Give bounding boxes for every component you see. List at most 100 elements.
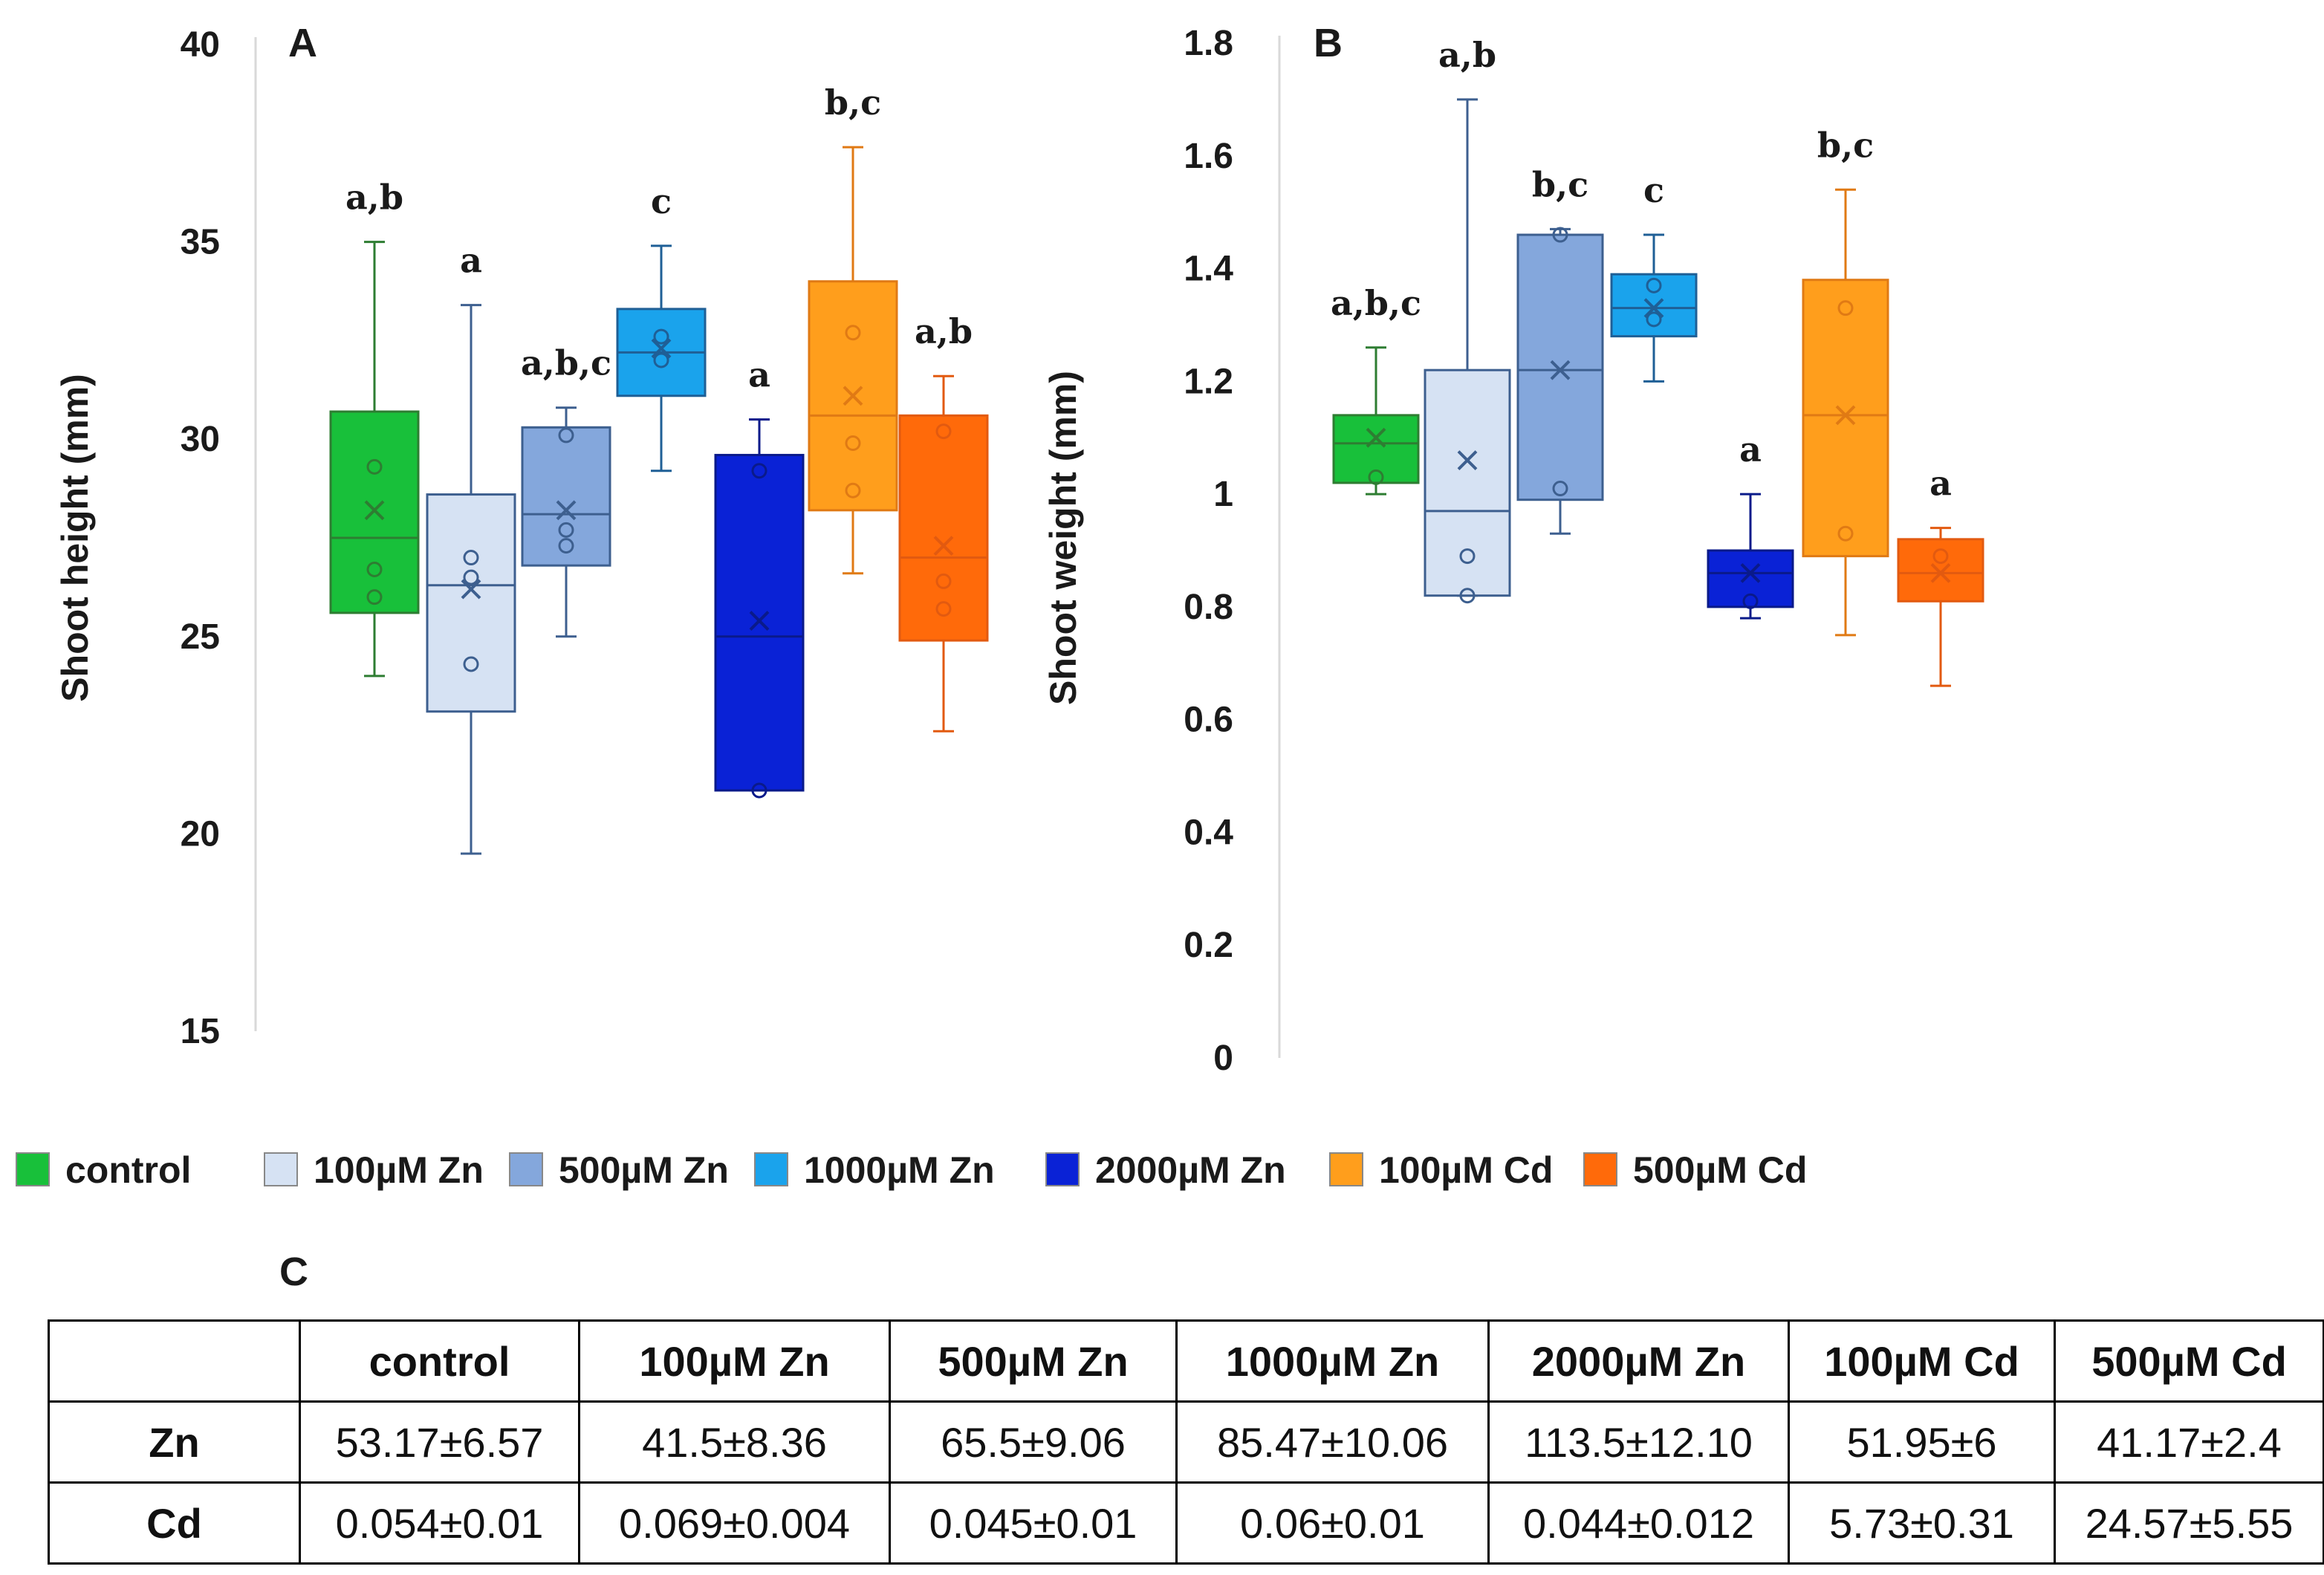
mean-marker: [364, 500, 385, 521]
legend-label: 100µM Cd: [1379, 1149, 1553, 1191]
box-iqr: [426, 493, 516, 713]
mean-marker: [1930, 562, 1951, 583]
box-500-m-cd: a: [1897, 464, 1984, 687]
data-point: [653, 328, 669, 345]
box-iqr: [898, 414, 989, 642]
y-tick-label: 1: [1213, 475, 1233, 514]
data-point: [1932, 548, 1949, 565]
data-point: [845, 435, 861, 452]
box-2000-m-zn: a: [1707, 429, 1794, 620]
mean-marker: [843, 386, 863, 406]
mean-marker: [651, 338, 672, 359]
significance-label: a,b: [915, 311, 973, 351]
box-iqr: [1802, 279, 1889, 558]
table-header-cell: 100µM Cd: [1788, 1319, 2056, 1403]
box-500-m-zn: b,c: [1516, 164, 1604, 535]
y-tick-label: 40: [181, 25, 220, 65]
table-cell: 0.069±0.004: [578, 1481, 891, 1565]
mean-marker: [461, 579, 481, 600]
y-tick-label: 20: [181, 814, 220, 854]
mean-marker: [556, 500, 577, 521]
significance-label: a: [1739, 429, 1762, 470]
table-row: Cd 0.054±0.01 0.069±0.004 0.045±0.01 0.0…: [48, 1481, 2324, 1565]
table-row-label: Zn: [48, 1400, 301, 1484]
data-point: [935, 573, 952, 589]
legend-label: 500µM Cd: [1633, 1149, 1807, 1191]
table-cell: 113.5±12.10: [1487, 1400, 1790, 1484]
data-point: [463, 656, 479, 672]
y-tick-label: 0.8: [1184, 588, 1233, 627]
data-point: [558, 427, 574, 444]
table-cell: 53.17±6.57: [299, 1400, 580, 1484]
table-row-label: Cd: [48, 1481, 301, 1565]
data-point: [845, 325, 861, 341]
table-cell: 51.95±6: [1788, 1400, 2056, 1484]
y-tick-label: 30: [181, 420, 220, 459]
box-iqr: [1424, 368, 1511, 597]
significance-label: a,b: [1438, 35, 1496, 75]
data-point: [1368, 469, 1384, 485]
table-row: Zn 53.17±6.57 41.5±8.36 65.5±9.06 85.47±…: [48, 1400, 2324, 1484]
y-tick-label: 1.8: [1184, 24, 1233, 63]
panel-a-chart: 15 20 25 30 35 40 Shoot height (mm) Aa,b a a,b,c c…: [54, 21, 989, 1051]
legend: control 100µM Zn 500µM Zn 1000µM Zn 2000µM Z…: [16, 1149, 1807, 1191]
mean-marker: [1457, 450, 1478, 470]
data-point: [751, 782, 767, 799]
data-point: [1742, 593, 1759, 609]
legend-item: 100µM Cd: [1329, 1149, 1553, 1191]
legend-swatch: [1583, 1152, 1617, 1186]
data-point: [558, 538, 574, 554]
data-point: [558, 522, 574, 538]
mean-marker: [1835, 405, 1856, 426]
box-iqr: [521, 426, 611, 567]
data-point: [366, 458, 383, 475]
data-point: [1837, 300, 1854, 316]
box-100-m-zn: a,b: [1424, 35, 1511, 604]
mean-marker: [1550, 360, 1571, 380]
table-header-cell: 1000µM Zn: [1175, 1319, 1490, 1403]
significance-label: a,b: [345, 178, 403, 218]
table-cell: 41.5±8.36: [578, 1400, 891, 1484]
table-cell: 0.054±0.01: [299, 1481, 580, 1565]
table-cell: 0.044±0.012: [1487, 1481, 1790, 1565]
box-control: a,b: [329, 178, 420, 678]
box-500-m-cd: a,b: [898, 311, 989, 733]
mean-marker: [1643, 298, 1664, 319]
legend-label: 500µM Zn: [559, 1149, 729, 1191]
panel-b-chart: 0 0.2 0.4 0.6 0.8 1 1.2 1.4 1.6 1.8 Shoot weight (…: [1042, 21, 1984, 1078]
significance-label: c: [651, 181, 672, 221]
table-header-row: control 100µM Zn 500µM Zn 1000µM Zn 2000…: [48, 1319, 2324, 1403]
y-tick-label: 15: [181, 1012, 220, 1051]
y-tick-label: 25: [181, 617, 220, 657]
y-tick-label: 0.4: [1184, 813, 1233, 852]
significance-label: a: [460, 241, 482, 281]
data-point: [1459, 588, 1476, 604]
table-header-cell: control: [299, 1319, 580, 1403]
panel-c-label: C: [279, 1250, 308, 1294]
y-tick-label: 1.2: [1184, 362, 1233, 401]
concentration-table: control 100µM Zn 500µM Zn 1000µM Zn 2000…: [48, 1319, 2324, 1565]
mean-marker: [1740, 562, 1761, 583]
y-axis-label: Shoot height (mm): [54, 374, 96, 702]
data-point: [366, 561, 383, 577]
data-point: [1837, 525, 1854, 542]
legend-swatch: [509, 1152, 543, 1186]
legend-swatch: [1045, 1152, 1080, 1186]
table-cell: 65.5±9.06: [889, 1400, 1178, 1484]
box-500-m-zn: a,b,c: [521, 343, 611, 638]
table-cell: 85.47±10.06: [1175, 1400, 1490, 1484]
box-iqr: [1707, 549, 1794, 608]
table-header-cell: 100µM Zn: [578, 1319, 891, 1403]
box-iqr: [1332, 414, 1420, 484]
legend-label: 2000µM Zn: [1095, 1149, 1286, 1191]
data-point: [1552, 227, 1568, 243]
box-iqr: [1516, 233, 1604, 501]
significance-label: a: [748, 355, 770, 395]
table-header-cell: 500µM Zn: [889, 1319, 1178, 1403]
legend-item: 500µM Cd: [1583, 1149, 1807, 1191]
box-100-m-cd: b,c: [808, 82, 898, 575]
data-point: [935, 601, 952, 617]
data-point: [366, 589, 383, 605]
mean-marker: [749, 611, 770, 631]
y-tick-label: 0: [1213, 1039, 1233, 1078]
